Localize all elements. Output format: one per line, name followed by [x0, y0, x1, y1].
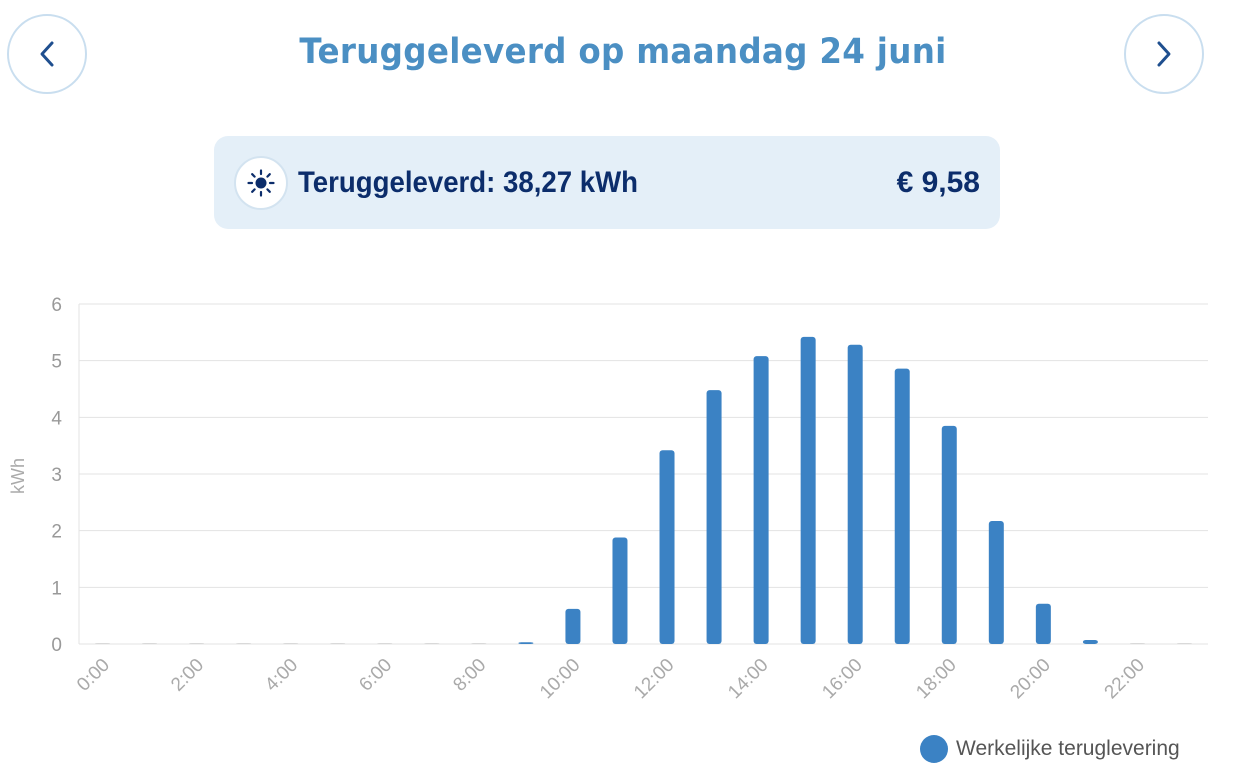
bar[interactable] — [377, 643, 393, 644]
bar[interactable] — [800, 336, 816, 644]
legend-marker — [920, 735, 948, 763]
y-axis-ticks: 0 1 2 3 4 5 6 — [51, 295, 62, 656]
bar[interactable] — [330, 643, 346, 644]
bar[interactable] — [471, 643, 487, 644]
sun-badge — [234, 155, 288, 210]
chart-grid — [78, 303, 1208, 645]
next-day-button[interactable] — [1124, 14, 1204, 94]
bar[interactable] — [894, 368, 910, 644]
bar[interactable] — [753, 356, 769, 644]
bar[interactable] — [142, 643, 158, 644]
y-tick-label: 4 — [51, 408, 62, 429]
x-tick-label: 4:00 — [261, 655, 302, 696]
bar[interactable] — [706, 390, 722, 644]
x-tick-label: 10:00 — [536, 655, 584, 703]
page-title: Teruggeleverd op maandag 24 juni — [299, 32, 947, 72]
x-tick-label: 16:00 — [818, 655, 866, 703]
x-tick-label: 12:00 — [630, 655, 678, 703]
bar[interactable] — [659, 450, 675, 644]
x-tick-label: 14:00 — [724, 655, 772, 703]
bar[interactable] — [847, 344, 863, 644]
bar[interactable] — [612, 537, 628, 644]
bar[interactable] — [518, 642, 534, 644]
bar-series — [95, 336, 1192, 644]
x-tick-label: 6:00 — [355, 655, 396, 696]
x-tick-label: 0:00 — [73, 655, 114, 696]
bar[interactable] — [565, 608, 581, 644]
x-axis-ticks: 0:00 2:00 4:00 6:00 8:00 10:00 12:00 14:00 16:00… — [73, 655, 1149, 703]
y-tick-label: 2 — [51, 522, 62, 543]
bar[interactable] — [283, 643, 299, 644]
bar[interactable] — [424, 643, 440, 644]
previous-day-button[interactable] — [7, 14, 87, 94]
bar[interactable] — [1082, 640, 1098, 644]
x-tick-label: 20:00 — [1006, 655, 1054, 703]
chevron-right-icon — [1157, 41, 1171, 67]
bar[interactable] — [95, 643, 111, 644]
summary-card: Teruggeleverd: 38,27 kWh € 9,58 — [214, 136, 1000, 229]
delivery-bar-chart: 0 1 2 3 4 5 6 kWh 0:00 2:00 4:00 6:00 8:00 10:00 12:… — [8, 295, 1208, 703]
bar[interactable] — [1129, 643, 1145, 644]
legend-label: Werkelijke teruglevering — [956, 737, 1180, 760]
delivered-total: Teruggeleverd: 38,27 kWh — [298, 165, 639, 199]
x-tick-label: 22:00 — [1101, 655, 1149, 703]
bar[interactable] — [236, 643, 252, 644]
x-tick-label: 18:00 — [912, 655, 960, 703]
y-tick-label: 0 — [51, 635, 62, 656]
y-tick-label: 3 — [51, 465, 62, 486]
chevron-left-icon — [40, 41, 54, 67]
y-tick-label: 6 — [51, 295, 62, 316]
bar[interactable] — [189, 643, 205, 644]
bar[interactable] — [941, 425, 957, 644]
y-tick-label: 1 — [51, 578, 62, 599]
x-tick-label: 2:00 — [167, 655, 208, 696]
delivered-amount: € 9,58 — [896, 165, 980, 199]
bar[interactable] — [1035, 603, 1051, 644]
chart-legend[interactable]: Werkelijke teruglevering — [920, 735, 1180, 763]
sun-icon — [247, 168, 275, 197]
bar[interactable] — [988, 521, 1004, 644]
y-axis-label: kWh — [8, 458, 28, 494]
y-tick-label: 5 — [51, 352, 62, 373]
bar[interactable] — [1176, 643, 1192, 644]
x-tick-label: 8:00 — [449, 655, 490, 696]
